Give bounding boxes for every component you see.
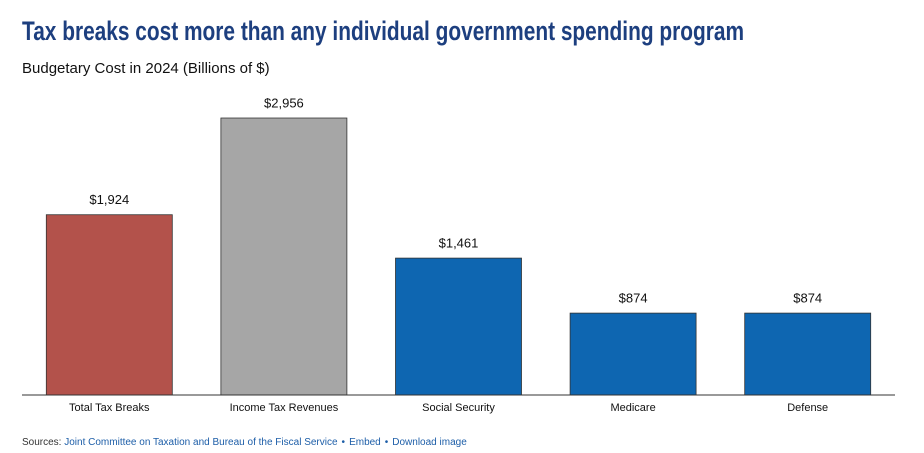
separator: • — [384, 437, 389, 448]
x-tick-label: Social Security — [422, 402, 495, 414]
x-tick-label: Income Tax Revenues — [230, 402, 339, 414]
download-link[interactable]: Download image — [392, 437, 467, 448]
value-label: $1,461 — [439, 236, 479, 251]
bar — [569, 312, 697, 396]
embed-link[interactable]: Embed — [349, 437, 381, 448]
chart-subtitle: Budgetary Cost in 2024 (Billions of $) — [22, 60, 270, 77]
bar — [220, 117, 348, 396]
value-label: $2,956 — [264, 95, 304, 110]
bar — [395, 257, 522, 396]
sources-label: Sources: — [22, 437, 62, 448]
bar — [744, 312, 872, 396]
value-label: $874 — [793, 291, 822, 306]
footer: Sources: Joint Committee on Taxation and… — [22, 437, 467, 448]
separator: • — [341, 437, 346, 448]
value-label: $1,924 — [89, 192, 129, 207]
x-tick-label: Total Tax Breaks — [69, 402, 150, 414]
chart-title: Tax breaks cost more than any individual… — [22, 16, 744, 46]
x-tick-label: Medicare — [610, 402, 655, 414]
x-tick-label: Defense — [787, 402, 828, 414]
bar — [45, 214, 173, 396]
sources-link[interactable]: Joint Committee on Taxation and Bureau o… — [64, 437, 338, 448]
chart: Tax breaks cost more than any individual… — [22, 16, 895, 414]
value-label: $874 — [619, 291, 648, 306]
